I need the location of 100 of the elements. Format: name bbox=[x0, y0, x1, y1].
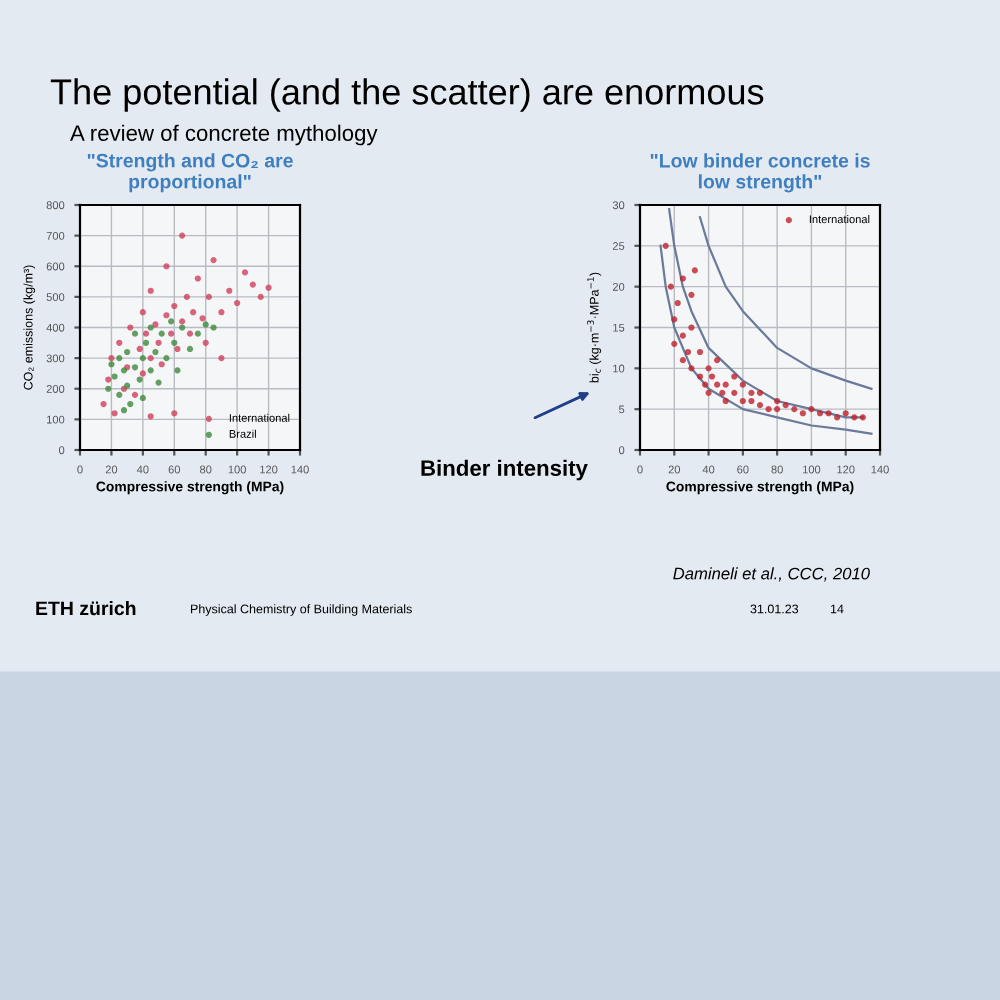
point bbox=[108, 361, 115, 368]
point bbox=[234, 299, 241, 307]
point bbox=[249, 281, 256, 288]
point bbox=[688, 365, 695, 372]
point bbox=[131, 391, 139, 398]
point bbox=[218, 309, 225, 316]
point bbox=[127, 400, 134, 408]
point bbox=[688, 291, 695, 298]
point bbox=[756, 389, 764, 396]
text: ETH zürich bbox=[36, 600, 136, 616]
point bbox=[179, 324, 186, 331]
point bbox=[705, 365, 712, 372]
text: The potential (and the scatter) are enormous bbox=[50, 78, 764, 112]
point bbox=[731, 389, 738, 396]
chart-title: "Strength and CO₂ are proportional" bbox=[87, 153, 293, 193]
point bbox=[739, 381, 746, 388]
point bbox=[108, 355, 115, 362]
point bbox=[825, 410, 832, 417]
point bbox=[124, 348, 131, 356]
point bbox=[163, 355, 170, 362]
point bbox=[748, 397, 755, 405]
point bbox=[671, 340, 678, 347]
point bbox=[748, 389, 755, 396]
point bbox=[210, 257, 217, 264]
point bbox=[111, 373, 118, 380]
point bbox=[696, 348, 704, 356]
point bbox=[139, 394, 146, 402]
point bbox=[265, 284, 272, 291]
point bbox=[186, 345, 194, 353]
point bbox=[210, 324, 217, 331]
line-series bbox=[659, 244, 873, 435]
point bbox=[174, 367, 181, 374]
point bbox=[136, 345, 143, 353]
point bbox=[171, 410, 178, 417]
point bbox=[116, 355, 123, 362]
point bbox=[714, 357, 721, 364]
text: Binder intensity bbox=[421, 459, 588, 481]
point bbox=[714, 381, 721, 388]
point bbox=[186, 330, 194, 337]
point bbox=[816, 410, 824, 417]
point bbox=[105, 376, 112, 383]
point bbox=[684, 348, 692, 356]
point bbox=[100, 400, 107, 408]
point bbox=[190, 309, 197, 316]
point bbox=[702, 381, 709, 388]
point bbox=[168, 330, 175, 337]
point bbox=[116, 391, 123, 398]
point bbox=[765, 406, 772, 413]
point bbox=[152, 348, 159, 356]
point bbox=[120, 407, 128, 414]
point bbox=[152, 321, 159, 328]
point bbox=[679, 275, 686, 282]
point bbox=[127, 324, 134, 331]
point bbox=[139, 355, 146, 362]
point bbox=[171, 339, 178, 346]
point bbox=[719, 389, 726, 396]
point bbox=[171, 302, 178, 310]
point bbox=[179, 232, 186, 239]
point bbox=[799, 410, 806, 417]
point bbox=[851, 414, 858, 421]
point bbox=[155, 339, 162, 346]
point bbox=[183, 293, 190, 300]
point bbox=[708, 373, 716, 380]
point bbox=[163, 263, 170, 270]
point bbox=[679, 332, 686, 339]
point bbox=[111, 410, 118, 417]
point bbox=[696, 373, 704, 380]
point bbox=[105, 385, 112, 392]
point bbox=[834, 414, 841, 421]
point bbox=[218, 355, 225, 362]
point bbox=[163, 312, 170, 319]
point bbox=[731, 373, 738, 380]
point bbox=[688, 324, 695, 331]
point bbox=[662, 242, 669, 249]
point bbox=[671, 316, 678, 323]
point bbox=[131, 364, 139, 371]
point bbox=[705, 389, 712, 396]
point bbox=[147, 413, 154, 420]
point bbox=[739, 397, 746, 405]
point bbox=[147, 287, 154, 294]
point bbox=[199, 315, 206, 322]
point bbox=[139, 309, 146, 316]
point bbox=[722, 381, 729, 388]
point bbox=[859, 414, 866, 421]
point bbox=[241, 269, 249, 276]
point bbox=[691, 267, 698, 274]
point bbox=[202, 321, 209, 328]
point bbox=[136, 376, 143, 383]
point bbox=[142, 330, 150, 337]
point bbox=[168, 318, 175, 325]
text: Damineli et al., CCC, 2010 bbox=[673, 567, 870, 582]
point bbox=[257, 293, 264, 300]
point bbox=[131, 330, 139, 337]
point bbox=[147, 324, 154, 331]
point bbox=[194, 330, 201, 337]
point bbox=[147, 367, 154, 374]
point bbox=[139, 370, 146, 377]
point bbox=[756, 401, 764, 409]
point bbox=[179, 318, 186, 325]
point bbox=[791, 406, 798, 413]
